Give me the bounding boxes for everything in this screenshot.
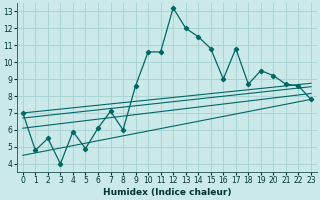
X-axis label: Humidex (Indice chaleur): Humidex (Indice chaleur) (103, 188, 231, 197)
